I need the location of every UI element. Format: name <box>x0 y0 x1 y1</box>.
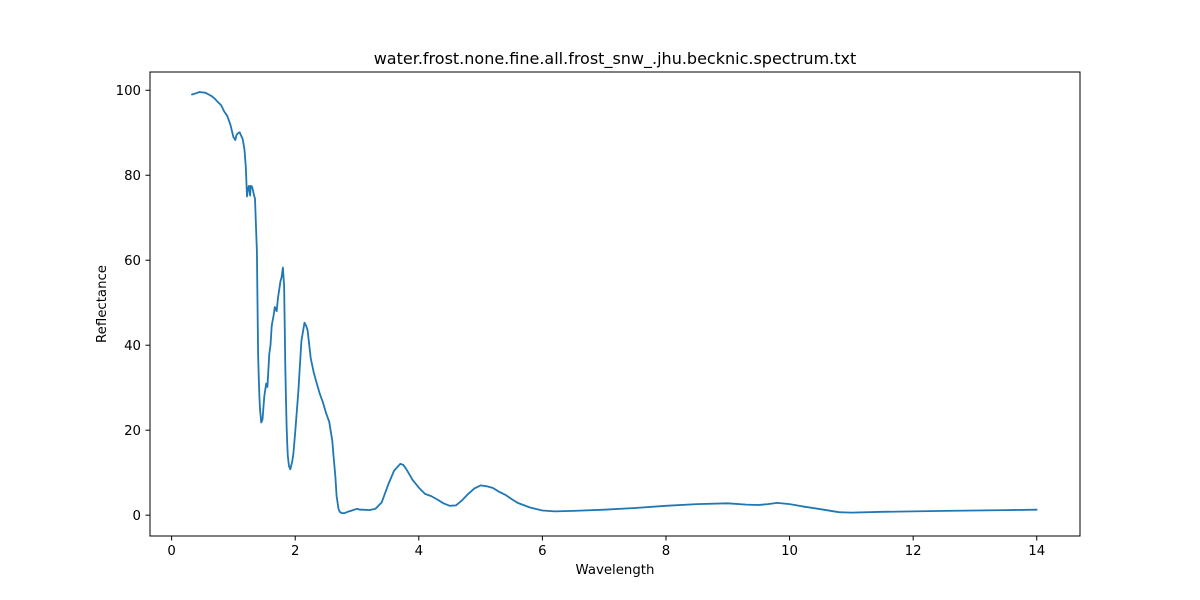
x-tick-label: 6 <box>538 544 546 559</box>
axes-frame <box>149 71 1081 537</box>
x-axis-label: Wavelength <box>576 563 655 578</box>
y-tick-label: 40 <box>124 339 141 354</box>
y-tick-label: 20 <box>124 424 141 439</box>
x-tick-label: 14 <box>1028 544 1045 559</box>
x-tick-label: 2 <box>291 544 299 559</box>
y-tick-label: 60 <box>124 254 141 269</box>
x-axis: 0 2 4 6 8 10 12 14 <box>167 536 1045 559</box>
y-axis: 0 20 40 60 80 100 <box>116 84 150 524</box>
x-tick-label: 10 <box>781 544 798 559</box>
y-tick-label: 0 <box>133 509 141 524</box>
y-axis-label: Reflectance <box>95 265 110 343</box>
x-tick-label: 8 <box>662 544 670 559</box>
y-tick-label: 80 <box>124 169 141 184</box>
y-tick-label: 100 <box>116 84 141 99</box>
x-tick-label: 4 <box>415 544 423 559</box>
plot-area <box>191 91 1038 514</box>
x-tick-label: 12 <box>905 544 922 559</box>
chart-title: water.frost.none.fine.all.frost_snw_.jhu… <box>374 49 857 69</box>
series-line <box>191 91 1038 514</box>
x-tick-label: 0 <box>167 544 175 559</box>
